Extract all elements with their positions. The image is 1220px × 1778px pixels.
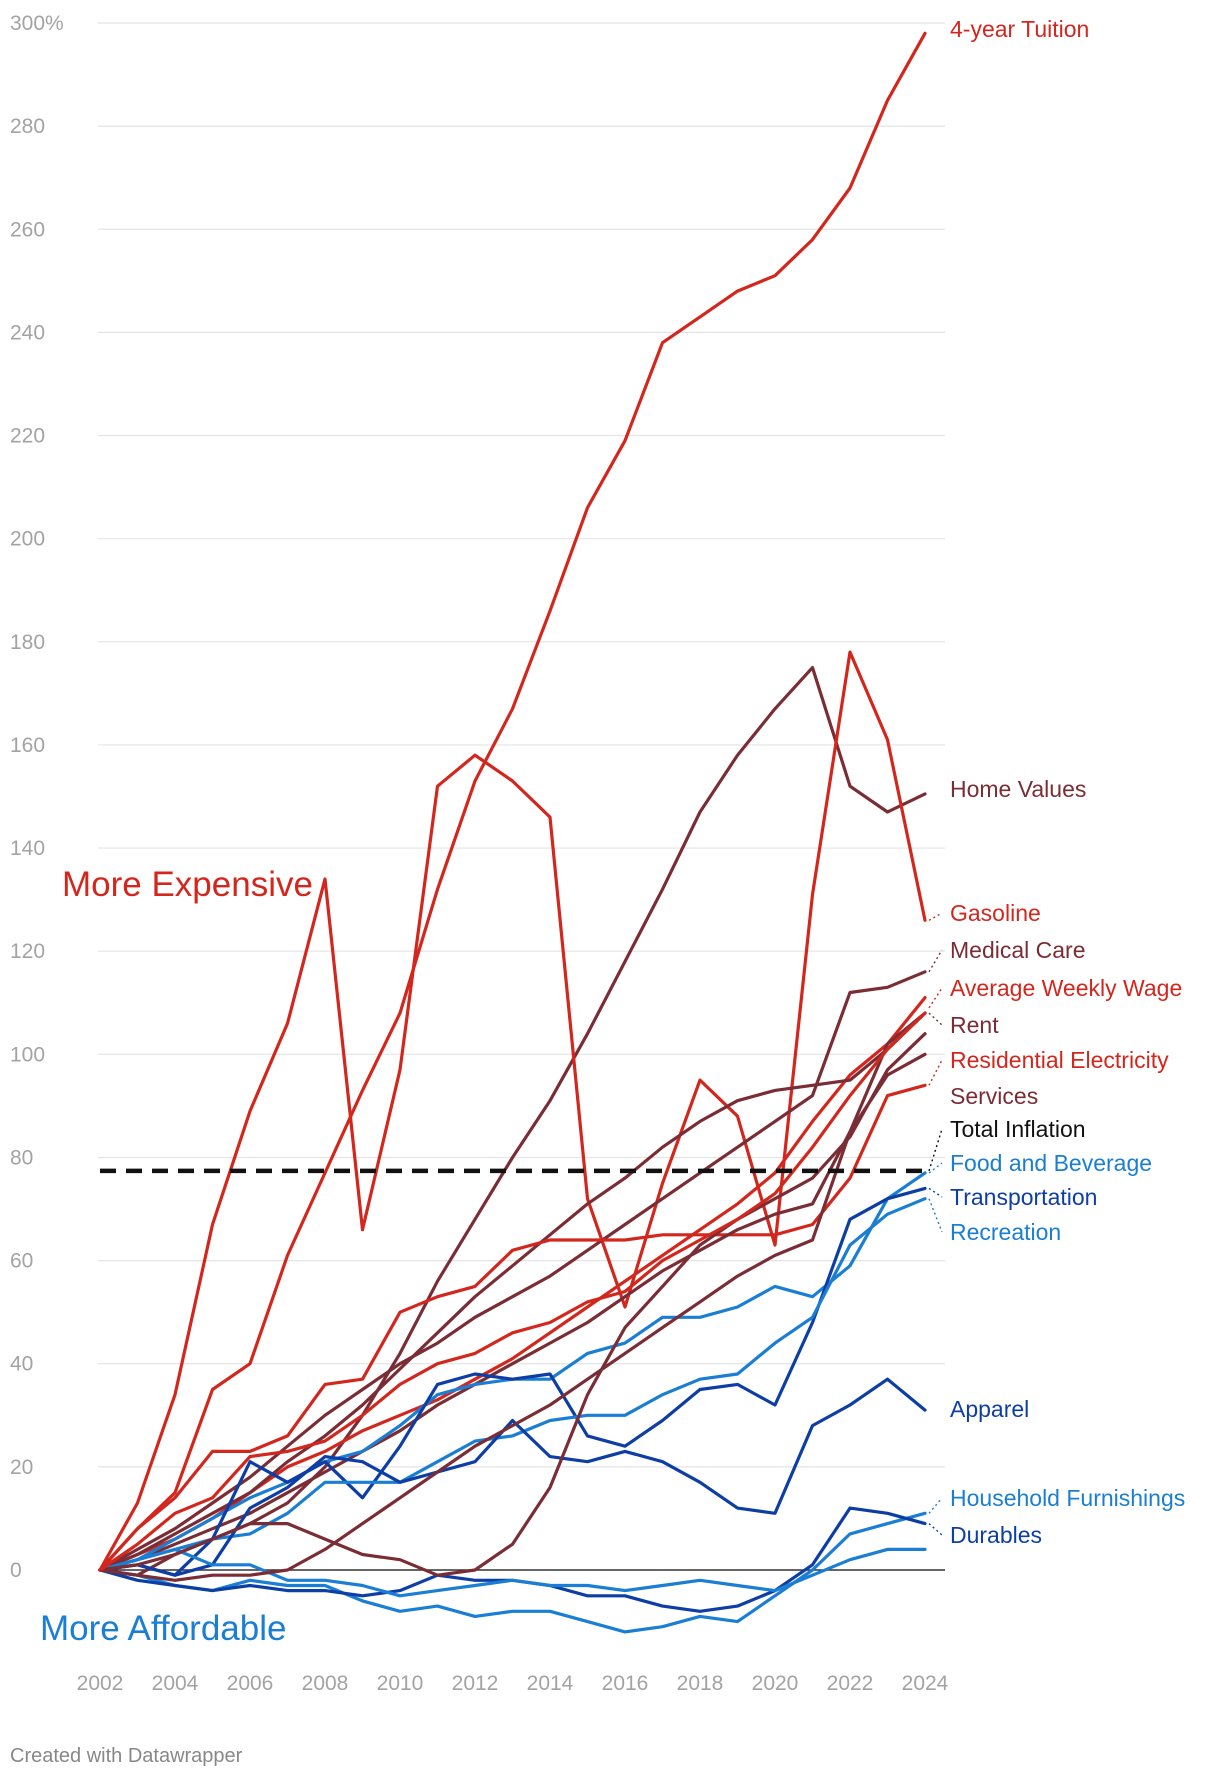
series-label: Total Inflation xyxy=(950,1116,1086,1142)
y-tick-label: 180 xyxy=(10,631,45,654)
series-label: Transportation xyxy=(950,1184,1097,1210)
x-tick-label: 2018 xyxy=(677,1672,724,1695)
y-tick-label: 0 xyxy=(10,1559,22,1582)
label-connector xyxy=(928,1128,943,1172)
series-label: Rent xyxy=(950,1012,999,1038)
series-labels: 4-year Tuition Home Values Gasoline Medical… xyxy=(928,16,1185,1548)
series-label: Durables xyxy=(950,1522,1042,1548)
x-tick-label: 2004 xyxy=(152,1672,199,1695)
series-label: Apparel xyxy=(950,1396,1029,1422)
y-tick-label: 20 xyxy=(10,1456,33,1479)
x-tick-label: 2016 xyxy=(602,1672,649,1695)
series-lines xyxy=(98,31,927,1634)
series-line xyxy=(98,1186,927,1577)
series-line xyxy=(98,1377,927,1577)
label-connector xyxy=(928,1059,943,1086)
series-line xyxy=(98,665,927,1577)
y-axis-tick-labels: 0 20 40 60 80 100 120 140 160 180 200 220 240 260 280 3… xyxy=(10,12,64,1582)
annotation-more-affordable: More Affordable xyxy=(40,1609,286,1648)
x-tick-label: 2006 xyxy=(227,1672,274,1695)
series-line xyxy=(98,1011,927,1572)
label-connector xyxy=(928,1198,943,1233)
series-line xyxy=(98,1011,927,1572)
series-label: Residential Electricity xyxy=(950,1047,1169,1073)
x-tick-label: 2010 xyxy=(377,1672,424,1695)
label-connector xyxy=(928,1012,943,1026)
series-label: Recreation xyxy=(950,1219,1061,1245)
series-label: 4-year Tuition xyxy=(950,16,1089,42)
series-line xyxy=(98,1083,927,1572)
annotation-more-expensive: More Expensive xyxy=(62,865,313,904)
series-line xyxy=(98,1511,927,1634)
x-tick-label: 2014 xyxy=(527,1672,574,1695)
x-tick-label: 2002 xyxy=(77,1672,124,1695)
series-line xyxy=(98,1011,927,1572)
series-label: Household Furnishings xyxy=(950,1485,1185,1511)
x-tick-label: 2008 xyxy=(302,1672,349,1695)
y-tick-label: 280 xyxy=(10,115,45,138)
x-tick-label: 2020 xyxy=(752,1672,799,1695)
series-line xyxy=(98,970,927,1572)
y-tick-label: 200 xyxy=(10,528,45,551)
series-label: Average Weekly Wage xyxy=(950,975,1182,1001)
x-tick-label: 2024 xyxy=(902,1672,949,1695)
series-line xyxy=(98,1547,927,1598)
y-tick-label: 80 xyxy=(10,1146,33,1169)
x-tick-label: 2012 xyxy=(452,1672,499,1695)
footer-credit: Created with Datawrapper xyxy=(10,1745,243,1767)
series-label: Home Values xyxy=(950,776,1086,802)
x-axis-tick-labels: 2002 2004 2006 2008 2010 2012 2014 2016 2018 2020… xyxy=(77,1672,949,1695)
label-connector xyxy=(928,1187,943,1198)
series-line xyxy=(98,650,927,1572)
series-line xyxy=(98,31,927,1572)
y-tick-label: 40 xyxy=(10,1353,33,1376)
series-label: Food and Beverage xyxy=(950,1150,1152,1176)
series-label: Services xyxy=(950,1083,1038,1109)
y-tick-label: 260 xyxy=(10,218,45,241)
y-tick-label: 140 xyxy=(10,837,45,860)
label-connector xyxy=(928,1497,943,1514)
label-connector xyxy=(928,949,943,973)
y-tick-label: 60 xyxy=(10,1250,33,1273)
y-tick-label: 100 xyxy=(10,1043,45,1066)
series-label: Medical Care xyxy=(950,937,1086,963)
y-tick-label: 220 xyxy=(10,425,45,448)
series-line xyxy=(98,1171,927,1572)
y-tick-label: 300% xyxy=(10,12,64,35)
label-connector xyxy=(928,912,943,921)
y-tick-label: 160 xyxy=(10,734,45,757)
series-line xyxy=(98,1032,927,1577)
y-tick-label: 120 xyxy=(10,940,45,963)
label-connector xyxy=(928,987,943,1009)
x-tick-label: 2022 xyxy=(827,1672,874,1695)
gridlines xyxy=(98,22,945,1571)
series-line xyxy=(98,1197,927,1572)
y-tick-label: 240 xyxy=(10,321,45,344)
label-connector xyxy=(928,1523,943,1536)
series-label: Gasoline xyxy=(950,900,1041,926)
series-line xyxy=(98,1052,927,1582)
